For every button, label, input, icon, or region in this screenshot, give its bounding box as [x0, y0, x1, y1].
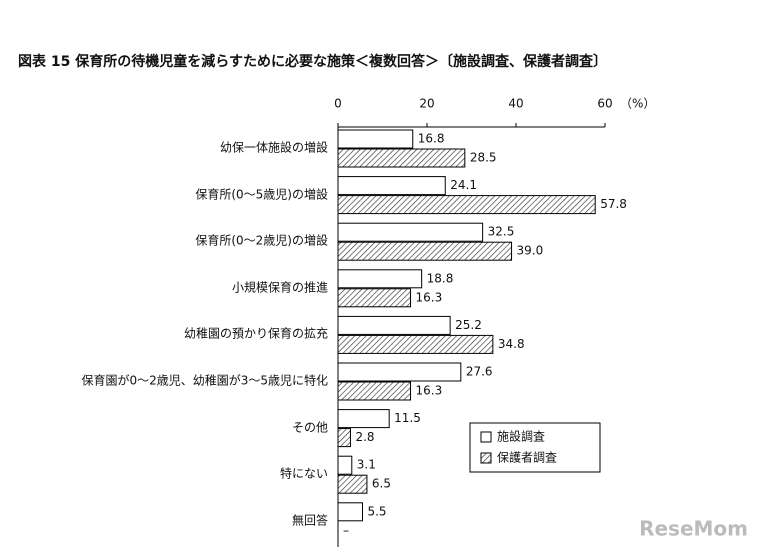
value-label: 18.8 [427, 271, 454, 285]
legend-box [469, 422, 601, 473]
chart-title: 図表 15 保育所の待機児童を減らすために必要な施策＜複数回答＞〔施設調査、保護… [18, 53, 607, 70]
category-label: 幼稚園の預かり保育の拡充 [183, 326, 328, 341]
bar [337, 176, 446, 196]
category-label: 保育所(0～2歳児)の増設 [195, 233, 328, 248]
bar [337, 241, 513, 261]
value-label: 27.6 [466, 365, 493, 379]
category-label: 幼保一体施設の増設 [219, 140, 328, 155]
value-label: 16.8 [418, 132, 445, 146]
legend-label: 保護者調査 [497, 450, 557, 465]
bar [337, 315, 451, 335]
category-label: 無回答 [291, 513, 328, 528]
category-label: 特にない [279, 466, 328, 481]
bar [337, 195, 596, 215]
category-label: 保育所(0～5歳児)の増設 [195, 187, 328, 202]
unit-label: （%） [620, 97, 655, 111]
bar [337, 269, 423, 289]
value-label: 3.1 [357, 458, 376, 472]
value-label: 24.1 [450, 178, 477, 192]
bar [337, 409, 390, 429]
legend-label: 施設調査 [497, 429, 545, 444]
bar [337, 474, 368, 494]
value-label: 5.5 [367, 504, 386, 518]
bar [337, 362, 462, 382]
category-label: 保育園が0～2歳児、幼稚園が3～5歳児に特化 [81, 373, 328, 388]
bar [337, 222, 484, 242]
value-label: 32.5 [488, 225, 515, 239]
category-label: その他 [291, 420, 328, 435]
bar [337, 455, 353, 475]
value-label: 25.2 [455, 318, 482, 332]
value-label: 28.5 [470, 151, 497, 165]
value-label: 6.5 [372, 477, 391, 491]
category-label: 小規模保育の推進 [231, 280, 328, 295]
x-tick-label: 20 [419, 97, 434, 111]
bar [337, 381, 412, 401]
bar [337, 334, 494, 354]
bar [337, 129, 414, 149]
legend-swatch [480, 452, 492, 464]
value-label: 11.5 [394, 411, 421, 425]
value-label: 34.8 [498, 337, 525, 351]
x-tick-label: 60 [597, 97, 612, 111]
bar [337, 288, 412, 308]
value-label: – [343, 523, 349, 537]
value-label: 16.3 [416, 290, 443, 304]
watermark: ReseMom [639, 517, 748, 541]
value-label: 39.0 [517, 244, 544, 258]
bar [337, 428, 351, 448]
legend-swatch [480, 431, 492, 443]
value-label: 16.3 [416, 384, 443, 398]
bar [337, 148, 466, 168]
value-label: 2.8 [355, 430, 374, 444]
value-label: 57.8 [600, 197, 627, 211]
x-tick-label: 40 [508, 97, 523, 111]
x-tick-label: 0 [334, 97, 342, 111]
bar [337, 502, 363, 522]
